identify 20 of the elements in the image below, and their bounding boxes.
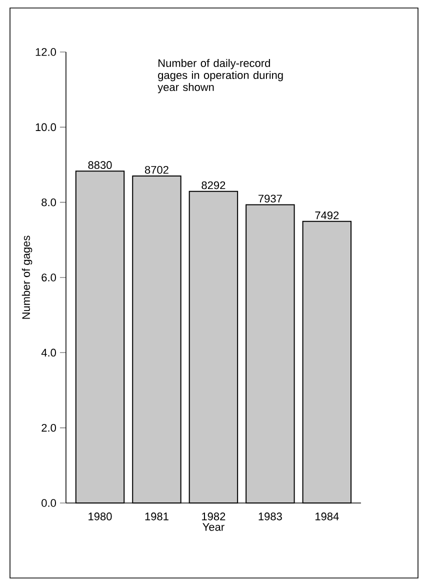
y-tick-label: 4.0 <box>41 348 56 357</box>
annotation: 7937 <box>258 194 282 202</box>
x-tick-label: 1982 <box>202 512 226 520</box>
y-tick-label: 0.0 <box>42 499 56 507</box>
annotation: 7492 <box>315 211 339 220</box>
y-tick-label: 10.0 <box>36 123 56 132</box>
y-axis-title: Number of gages <box>22 236 32 319</box>
x-tick-label: 1984 <box>316 512 339 520</box>
y-tick-label: 2.0 <box>42 424 56 432</box>
x-tick-label: 1983 <box>258 512 282 520</box>
y-tick-label: 12.0 <box>36 48 56 56</box>
x-tick-label: 1981 <box>145 512 168 520</box>
x-axis-title: Year <box>202 523 224 531</box>
annotation: Number of daily-record gages in operation during year shown <box>158 58 283 94</box>
y-tick-label: 8.0 <box>42 198 56 206</box>
x-tick-label: 1980 <box>88 512 112 520</box>
annotation: 8702 <box>144 166 168 174</box>
annotation: 8292 <box>202 181 226 190</box>
y-tick-label: 6.0 <box>42 274 56 282</box>
annotation: 8830 <box>88 161 112 169</box>
